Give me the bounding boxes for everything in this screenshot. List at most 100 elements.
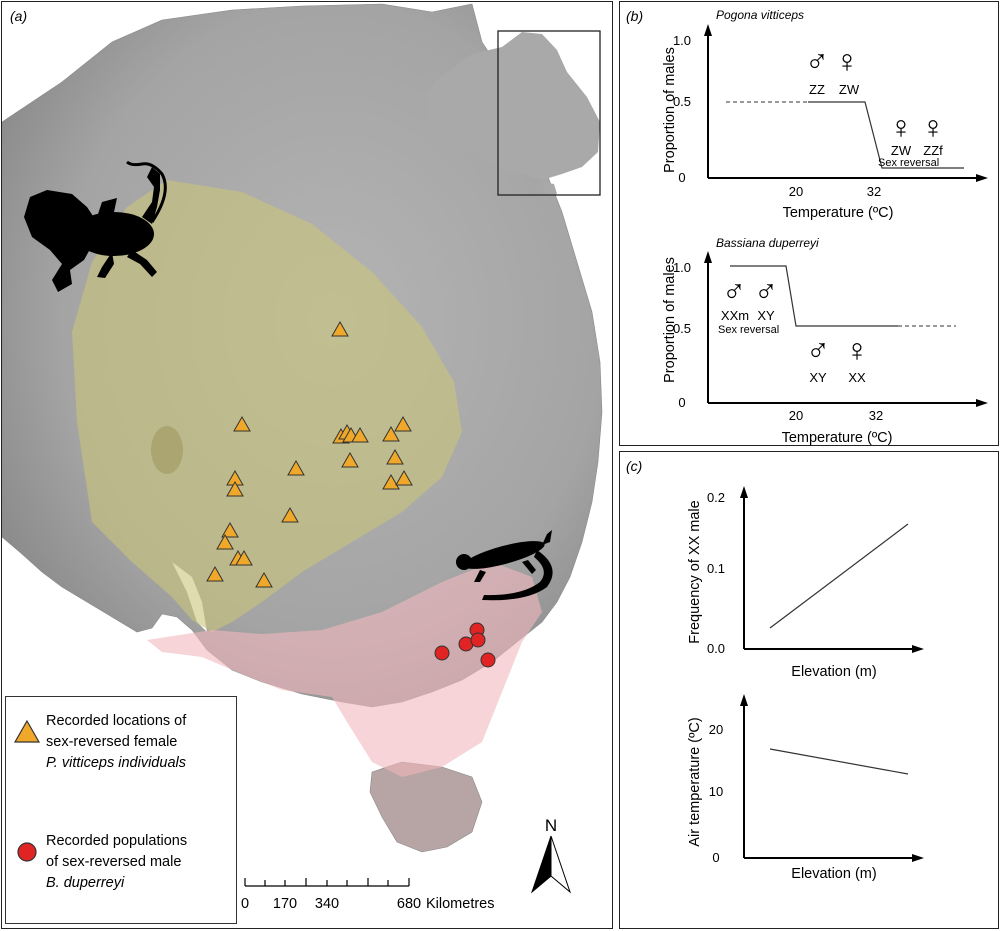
bottom-xlabel: Temperature (ºC) <box>782 430 893 446</box>
triangle-marker <box>206 565 224 582</box>
elevation-graphs: 0.2 0.1 0.0 Elevation (m) Frequency of X… <box>687 486 924 882</box>
triangle-markers <box>206 320 413 588</box>
c-bottom-ytick-10: 10 <box>709 784 723 799</box>
top-female-symbol-3: ♀ <box>921 109 945 145</box>
top-ytick-1: 1.0 <box>673 33 691 48</box>
legend-triangle-line-2: sex-reversed female <box>46 734 178 750</box>
legend-triangle-line-1: Recorded locations of <box>46 713 187 729</box>
legend-triangle-text: Recorded locations of sex-reversed femal… <box>46 711 186 774</box>
north-arrow: N <box>530 816 572 894</box>
circle-marker <box>434 645 450 661</box>
legend-circle-text: Recorded populations of sex-reversed mal… <box>46 831 187 894</box>
scale-tick-170: 170 <box>273 896 297 912</box>
top-ytick-05: 0.5 <box>673 94 691 109</box>
top-genotype-zz: ZZ <box>809 82 825 97</box>
c-top-trend-line <box>769 523 909 629</box>
c-top-xlabel: Elevation (m) <box>791 664 876 680</box>
pogona-species-label: Pogona vitticeps <box>716 8 804 22</box>
triangle-marker <box>386 448 404 465</box>
triangle-marker <box>331 320 349 337</box>
bottom-ylabel: Proportion of males <box>662 257 678 383</box>
c-top-ylabel: Frequency of XX male <box>687 500 703 643</box>
c-top-ytick-02: 0.2 <box>707 490 725 505</box>
circle-marker <box>480 652 496 668</box>
bottom-ytick-05: 0.5 <box>673 321 691 336</box>
c-bottom-ytick-0: 0 <box>712 850 719 865</box>
top-y-arrow <box>704 24 712 36</box>
circle-markers <box>434 622 496 668</box>
c-bottom-y-arrow <box>740 694 748 706</box>
top-line-solid <box>808 101 964 169</box>
bottom-y-arrow <box>704 251 712 263</box>
bottom-xtick-20: 20 <box>789 408 803 423</box>
triangle-marker <box>281 506 299 523</box>
bottom-male-symbol-2: ♂ <box>754 273 778 309</box>
circle-marker <box>470 632 486 648</box>
scale-tick-0: 0 <box>241 896 249 912</box>
pogona-silhouette <box>24 160 167 292</box>
top-ytick-0: 0 <box>678 170 685 185</box>
elevation-panel: (c) 0.2 0.1 0.0 Elevation (m) Frequency … <box>619 451 999 929</box>
bottom-genotype-xy: XY <box>757 308 775 323</box>
panel-a-label: (a) <box>10 8 28 24</box>
c-bottom-x-arrow <box>912 854 924 862</box>
legend-circle-line-1: Recorded populations <box>46 833 188 849</box>
triangle-marker <box>221 521 239 538</box>
c-top-y-arrow <box>740 486 748 498</box>
bottom-sex-reversal-note: Sex reversal <box>718 324 779 336</box>
bottom-genotype-xy-2: XY <box>809 370 827 385</box>
c-bottom-xlabel: Elevation (m) <box>791 866 876 882</box>
legend-triangle-species: P. vitticeps individuals <box>46 755 186 771</box>
top-xtick-32: 32 <box>867 184 881 199</box>
top-female-symbol-2: ♀ <box>889 109 913 145</box>
top-genotype-zw-2: ZW <box>891 143 912 158</box>
top-sex-reversal-note: Sex reversal <box>878 157 939 169</box>
c-bottom-ytick-20: 20 <box>709 722 723 737</box>
top-female-symbol-1: ♀ <box>835 43 859 79</box>
triangle-marker <box>341 451 359 468</box>
panel-c-label: (c) <box>626 458 643 474</box>
bottom-ytick-1: 1.0 <box>673 260 691 275</box>
north-label: N <box>545 816 557 835</box>
bottom-xtick-32: 32 <box>869 408 883 423</box>
triangle-marker <box>226 480 244 497</box>
triangle-marker <box>255 571 273 588</box>
bassiana-species-label: Bassiana duperreyi <box>716 236 819 250</box>
top-ylabel: Proportion of males <box>662 47 678 173</box>
bottom-line-solid <box>730 265 898 327</box>
c-bottom-trend-line <box>769 748 909 775</box>
triangle-marker <box>235 549 253 566</box>
sex-ratio-panel: (b) Pogona vitticeps 1.0 0.5 0 20 32 Tem… <box>619 1 999 446</box>
bottom-genotype-xxm: XXm <box>721 308 749 323</box>
legend-circle-line-3: B. duperreyi <box>46 873 187 894</box>
triangle-marker <box>287 459 305 476</box>
pogona-range <box>72 180 462 632</box>
panel-b-label: (b) <box>626 8 644 24</box>
c-bottom-ylabel: Air temperature (ºC) <box>687 717 703 846</box>
top-x-arrow <box>976 174 988 182</box>
bottom-female-symbol: ♀ <box>845 332 869 368</box>
australia-inset <box>426 30 601 196</box>
top-xlabel: Temperature (ºC) <box>783 205 894 221</box>
triangle-marker <box>382 425 400 442</box>
scale-tick-680: 680 <box>397 896 421 912</box>
bassiana-range <box>147 562 542 777</box>
triangle-marker <box>351 426 369 443</box>
triangle-marker <box>395 469 413 486</box>
c-top-x-arrow <box>912 645 924 653</box>
bassiana-silhouette <box>456 530 553 601</box>
top-genotype-zw: ZW <box>839 82 860 97</box>
scale-unit: Kilometres <box>426 896 495 912</box>
c-top-ytick-00: 0.0 <box>707 641 725 656</box>
legend-circle-line-2: of sex-reversed male <box>46 854 182 870</box>
tasmania-shape <box>369 761 483 853</box>
triangle-marker <box>394 415 412 432</box>
top-xtick-20: 20 <box>789 184 803 199</box>
bottom-genotype-xx: XX <box>848 370 866 385</box>
legend-triangle-icon <box>13 719 41 743</box>
triangle-marker <box>382 473 400 490</box>
legend-circle-icon <box>17 842 37 862</box>
map-panel: N 0 170 340 680 Kilometres (a) Recorded … <box>1 1 613 929</box>
scale-tick-340: 340 <box>315 896 339 912</box>
bottom-male-symbol-1: ♂ <box>722 273 746 309</box>
